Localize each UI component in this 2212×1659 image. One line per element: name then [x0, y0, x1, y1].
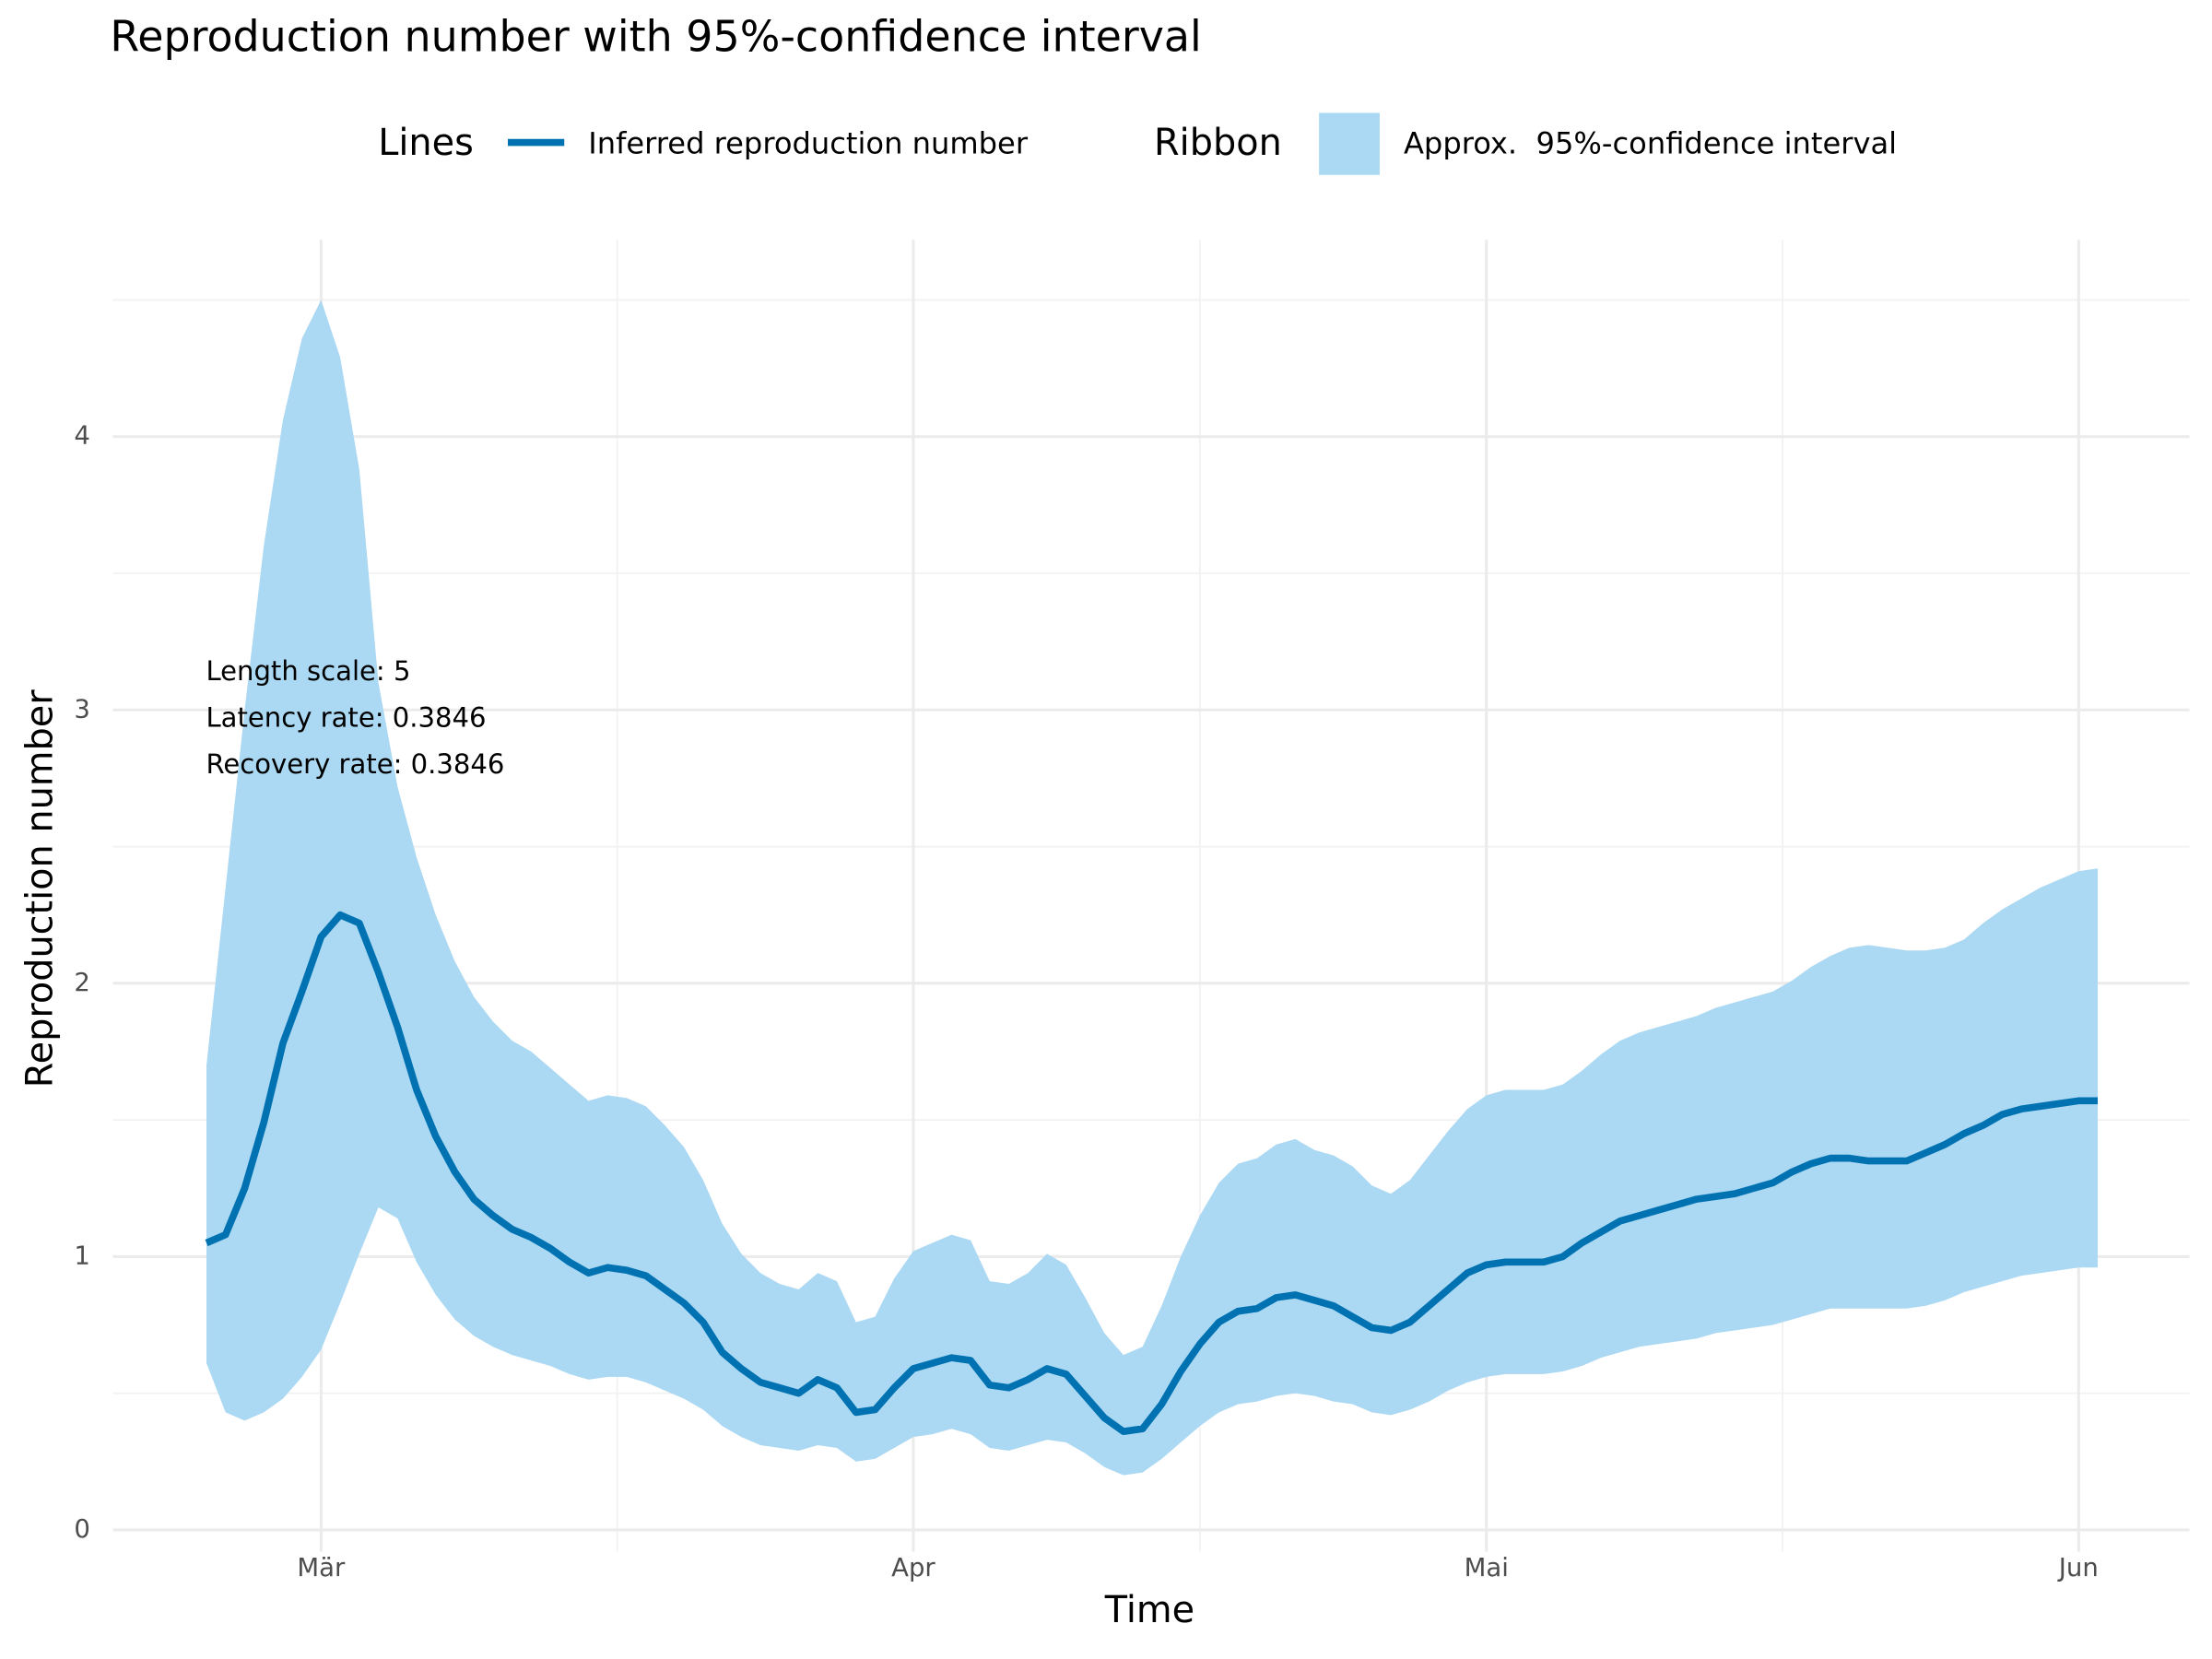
chart-title: Reproduction number with 95%-confidence … — [110, 11, 1201, 61]
y-tick-label: 4 — [74, 421, 90, 451]
x-axis-title: Time — [1104, 1589, 1194, 1631]
y-tick-label: 3 — [74, 694, 90, 724]
labels: 0 1 2 3 4 Mär Apr Mai Jun Length scale: 5 Latency … — [74, 421, 2098, 1583]
annotation: Length scale: 5 — [206, 655, 410, 687]
legend-title: Lines — [378, 122, 474, 164]
y-tick-label: 0 — [74, 1514, 90, 1544]
legend-label: Inferred reproduction number — [588, 126, 1029, 161]
plot-area — [205, 112, 2099, 1476]
line — [205, 911, 2099, 1436]
annotation: Recovery rate: 0.3846 — [206, 748, 504, 780]
y-tick-label: 2 — [74, 968, 90, 997]
y-axis-title: Reproduction number — [18, 689, 61, 1088]
annotation: Latency rate: 0.3846 — [206, 702, 486, 734]
x-tick-label: Jun — [2057, 1553, 2099, 1583]
confidence-ribbon — [206, 300, 2099, 1476]
x-tick-label: Mär — [297, 1553, 346, 1583]
legend-swatch — [1319, 112, 1380, 175]
legend-label: Approx. 95%-confidence interval — [1404, 126, 1897, 161]
x-tick-label: Apr — [891, 1553, 935, 1583]
x-tick-label: Mai — [1465, 1553, 1509, 1583]
legend-title: Ribbon — [1154, 122, 1282, 164]
y-tick-label: 1 — [74, 1241, 90, 1270]
